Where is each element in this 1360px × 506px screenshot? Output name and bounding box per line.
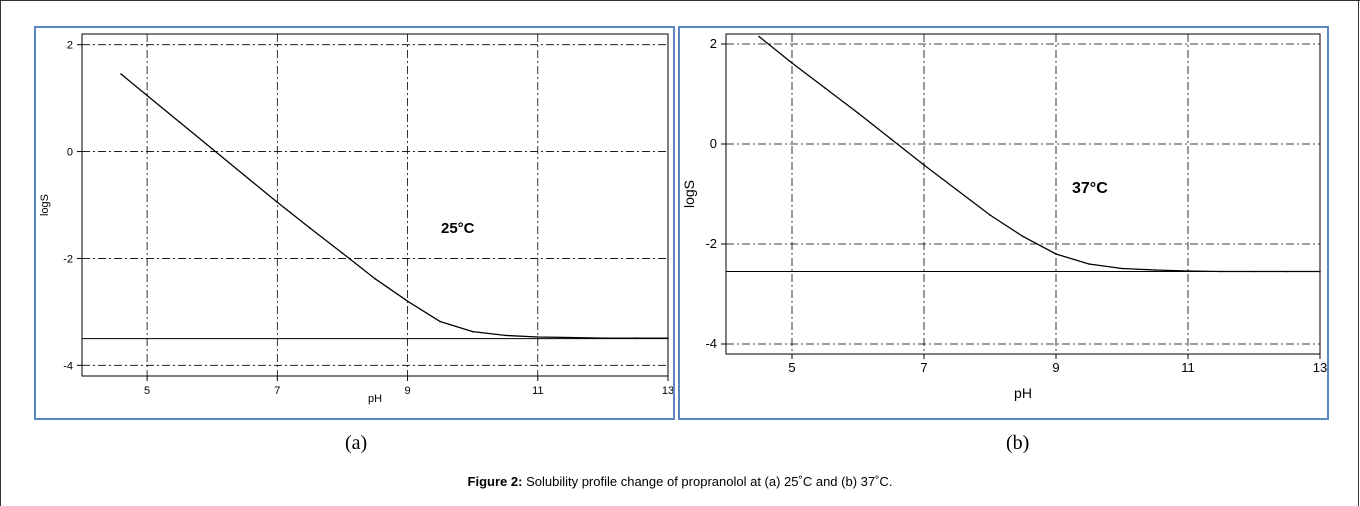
chart-b-data-point — [890, 138, 892, 140]
chart-a-data-point — [243, 174, 246, 177]
chart-a-data-point — [211, 148, 214, 150]
chart-a-tick-label-x: 5 — [144, 385, 150, 397]
chart-a-x-axis-label: pH — [368, 393, 382, 405]
chart-b-data-point — [1187, 270, 1189, 272]
chart-a-y-axis-label: logS — [39, 194, 51, 216]
chart-a-tick-label-y: -2 — [63, 253, 73, 265]
chart-b-data-point — [1154, 269, 1156, 271]
chart-a-tick-label-y: 2 — [67, 40, 73, 52]
chart-a-data-point — [276, 201, 279, 204]
chart-b-data-point — [857, 112, 859, 114]
chart-b-data-point — [1121, 267, 1123, 270]
chart-a-data-point — [602, 337, 604, 339]
chart-panel-b: 5 7 9 11 13 -4 -2 0 2 pH logS 37°C — [678, 26, 1329, 420]
chart-a-data-point — [504, 334, 507, 337]
page-top-edge — [0, 0, 1360, 1]
page-left-edge — [0, 0, 1, 506]
chart-a-data-point — [309, 227, 311, 229]
chart-a-tick-label-x: 13 — [662, 385, 673, 397]
chart-b-y-axis-label: logS — [681, 180, 697, 208]
chart-a-data-point — [667, 337, 669, 339]
chart-a-tick-label-x: 11 — [532, 385, 543, 397]
chart-a-data-point — [341, 252, 344, 254]
chart-a-data-point — [439, 320, 441, 323]
chart-a-data-point — [120, 73, 122, 75]
chart-a-temperature-annotation: 25°C — [441, 220, 475, 237]
chart-a-tick-label-y: 0 — [67, 147, 73, 159]
chart-b-tick-label-x: 7 — [920, 360, 927, 375]
chart-b-data-point — [923, 164, 925, 166]
chart-b-data-point — [824, 87, 826, 89]
chart-b-data-point — [1286, 270, 1288, 273]
chart-b-data-point — [1055, 253, 1057, 255]
chart-a-svg: 5 7 9 11 13 -4 -2 0 2 pH logS 25°C — [39, 33, 674, 405]
chart-b-data-point — [989, 214, 991, 216]
chart-a-data-point — [146, 94, 148, 97]
chart-b-data-point — [791, 62, 793, 64]
chart-b-data-point — [1253, 270, 1255, 273]
chart-a-data-point — [536, 336, 539, 338]
chart-a-data-point — [569, 336, 572, 339]
chart-b-tick-label-y: 2 — [710, 36, 717, 51]
chart-b-temperature-annotation: 37°C — [1072, 180, 1108, 197]
chart-a-data-point — [471, 330, 474, 333]
chart-b-data-point — [956, 189, 958, 191]
chart-b-data-point — [758, 35, 760, 38]
chart-a-data-point — [178, 121, 181, 123]
chart-b-svg: 5 7 9 11 13 -4 -2 0 2 pH logS 37°C — [681, 33, 1327, 401]
chart-b-tick-label-x: 9 — [1052, 360, 1059, 375]
chart-a-data-point — [406, 300, 409, 302]
figure-caption: Figure 2: Solubility profile change of p… — [0, 474, 1360, 489]
figure-caption-text: Solubility profile change of propranolol… — [522, 474, 893, 489]
chart-a-series-line — [120, 73, 668, 339]
chart-panel-a: 5 7 9 11 13 -4 -2 0 2 pH logS 25°C — [34, 26, 675, 420]
chart-a-data-point — [634, 337, 637, 339]
panel-b-label: (b) — [1006, 432, 1030, 454]
chart-a-data-point — [374, 277, 376, 280]
panel-a-label: (a) — [345, 432, 368, 454]
page-right-edge — [1358, 0, 1359, 506]
chart-a-plot-area — [81, 33, 669, 377]
chart-b-data-point — [1088, 263, 1090, 265]
chart-a-tick-label-x: 9 — [404, 385, 410, 397]
chart-b-tick-label-x: 13 — [1313, 360, 1327, 375]
chart-b-tick-label-y: 0 — [710, 136, 717, 151]
chart-b-data-point — [1220, 270, 1222, 273]
figure-caption-number: Figure 2: — [467, 474, 523, 489]
chart-b-tick-label-x: 11 — [1181, 360, 1195, 375]
chart-b-data-point — [1022, 235, 1024, 238]
chart-b-plot-area — [725, 33, 1321, 355]
chart-a-tick-label-x: 7 — [274, 385, 280, 397]
chart-b-tick-label-y: -4 — [705, 336, 717, 351]
chart-b-data-point — [1319, 270, 1321, 273]
chart-b-series-line — [758, 35, 1320, 273]
chart-b-x-axis-label: pH — [1014, 385, 1032, 401]
chart-a-tick-label-y: -4 — [63, 360, 73, 372]
chart-b-tick-label-x: 5 — [788, 360, 795, 375]
chart-b-tick-label-y: -2 — [705, 236, 717, 251]
